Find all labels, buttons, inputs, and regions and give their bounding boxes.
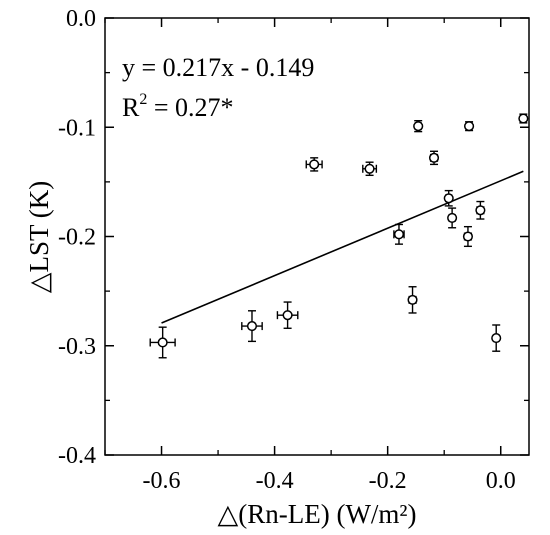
data-point [475, 200, 486, 220]
data-point [393, 223, 405, 245]
data-point [276, 301, 299, 329]
y-tick-label: -0.1 [58, 115, 96, 141]
regression-equation: y = 0.217x - 0.149 [122, 53, 314, 82]
r-squared-superscript: 2 [139, 91, 147, 108]
point-marker [443, 193, 454, 204]
data-point [428, 150, 440, 166]
data-point [447, 207, 458, 229]
point-marker [491, 333, 502, 344]
point-marker [157, 337, 168, 348]
data-point [305, 157, 323, 172]
point-marker [407, 294, 418, 305]
regression-line [161, 170, 524, 324]
point-marker [309, 159, 320, 170]
point-marker [246, 321, 258, 332]
x-tick-label: -0.2 [369, 468, 407, 494]
r-squared-prefix: R [122, 93, 140, 122]
x-axis-label: △(Rn-LE) (W/m²) [217, 499, 416, 529]
axis-ticks [104, 17, 529, 456]
point-marker [428, 152, 440, 163]
y-tick-label: -0.2 [58, 225, 96, 251]
r-squared-label: R2 = 0.27* [122, 91, 234, 122]
r-squared-value: = 0.27* [147, 93, 233, 122]
point-marker [462, 231, 473, 242]
data-point [462, 225, 473, 248]
x-tick-label: -0.6 [143, 468, 181, 494]
x-tick-label: -0.4 [256, 468, 294, 494]
data-points [149, 113, 529, 359]
data-point [491, 324, 502, 352]
data-point [443, 189, 454, 207]
point-marker [282, 310, 293, 321]
data-point [362, 161, 378, 177]
y-tick-label: -0.3 [58, 334, 96, 360]
data-point [241, 310, 263, 343]
point-marker [413, 121, 424, 132]
data-point [149, 326, 176, 359]
x-tick-label: 0.0 [486, 468, 516, 494]
y-tick-label: -0.4 [58, 443, 96, 469]
y-tick-label: 0.0 [66, 6, 96, 32]
data-point [464, 121, 475, 132]
point-marker [518, 113, 529, 124]
point-marker [475, 205, 486, 216]
y-axis-label: △LST (K) [24, 181, 54, 294]
point-marker [393, 229, 405, 240]
data-point [407, 286, 418, 314]
axis-tick-labels: -0.6 -0.4 -0.2 0.0 -0.4 -0.3 -0.2 -0.1 0.0 [58, 6, 516, 494]
data-point [518, 113, 529, 124]
point-marker [364, 163, 375, 174]
point-marker [447, 212, 458, 223]
data-point [413, 119, 424, 133]
point-marker [464, 121, 475, 132]
